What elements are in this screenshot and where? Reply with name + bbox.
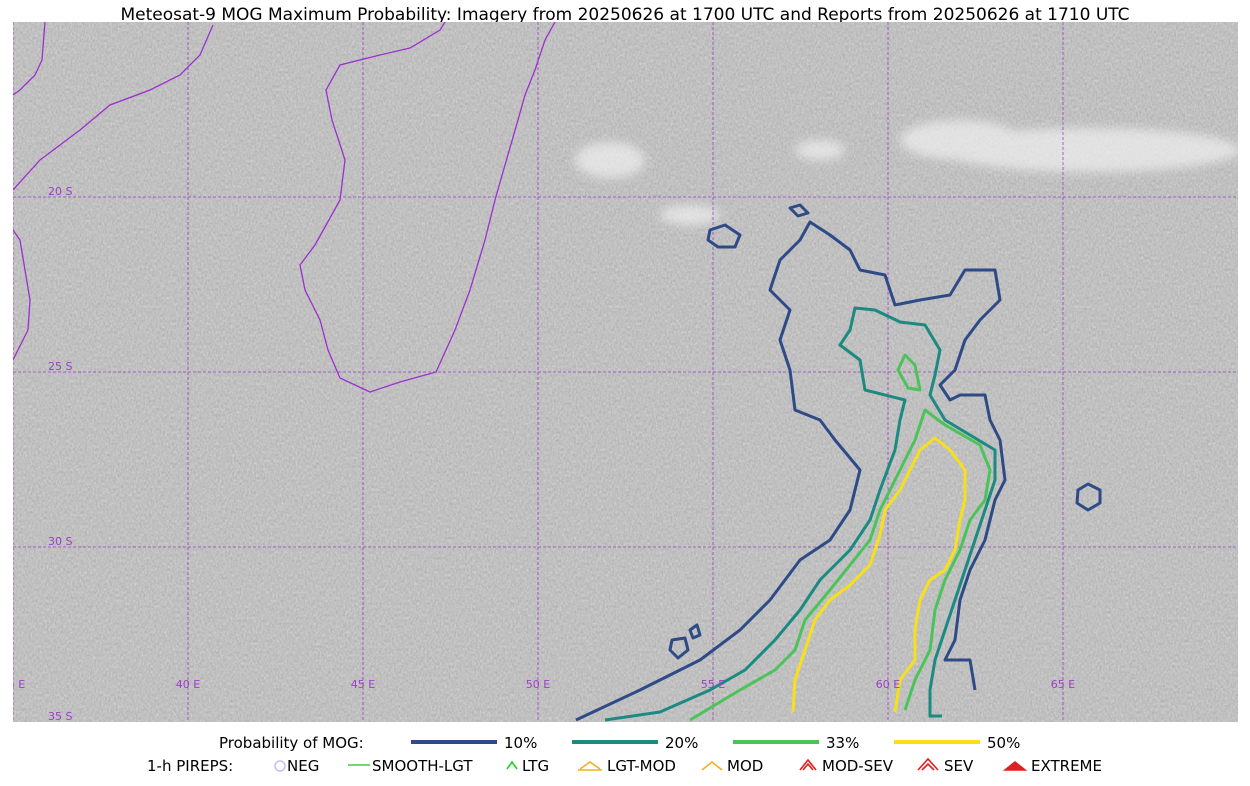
symbol-neg [274,760,286,772]
longitude-label: 55 E [701,678,725,691]
symbol-sev [917,757,939,771]
graticule [13,22,1238,722]
longitude-label: 35 E [1,678,25,691]
legend-label: 33% [826,734,859,752]
legend-title: Probability of MOG: [219,734,364,752]
longitude-label: 60 E [876,678,900,691]
symbol-ltg [506,760,518,770]
contour-10 [575,203,1102,722]
latitude-label: 35 S [48,710,72,723]
longitude-label: 65 E [1051,678,1075,691]
legend-label: NEG [287,757,319,775]
latitude-label: 30 S [48,535,72,548]
legend-label: LTG [522,757,549,775]
contours [575,203,1102,722]
clouds [575,120,1238,225]
legend-label: MOD [727,757,763,775]
contour-33 [689,353,992,722]
legend-label: EXTREME [1031,757,1102,775]
pirep-symbols [274,757,1028,772]
longitude-label: 45 E [351,678,375,691]
map: 20 S 25 S 30 S 35 S 35 E 40 E 45 E 50 E 55 E 60 … [1,22,1238,723]
longitude-label: 50 E [526,678,550,691]
legend-label: 10% [504,734,537,752]
legend-label: 20% [665,734,698,752]
contour-50 [791,436,967,713]
latitude-label: 25 S [48,360,72,373]
contour-20 [604,306,997,722]
pireps-legend: 1-h PIREPS: NEG SMOOTH-LGT LTG LGT-MOD MOD MO… [147,757,1102,775]
coastline [13,22,556,393]
probability-legend: Probability of MOG: 10% 20% 33% 50% [219,734,1020,752]
symbol-mod [701,760,723,771]
symbol-mod-sev [799,758,817,771]
legend-label: SMOOTH-LGT [372,757,473,775]
legend-label: LGT-MOD [607,757,676,775]
symbol-lgt-mod [578,761,602,771]
legend-label: 50% [987,734,1020,752]
legend-title: 1-h PIREPS: [147,757,233,775]
title: Meteosat-9 MOG Maximum Probability: Imag… [120,5,1129,25]
symbol-extreme [1002,760,1028,771]
latitude-label: 20 S [48,185,72,198]
longitude-labels: 35 E 40 E 45 E 50 E 55 E 60 E 65 E [1,678,1075,691]
latitude-labels: 20 S 25 S 30 S 35 S [48,185,72,723]
longitude-label: 40 E [176,678,200,691]
legend-label: SEV [944,757,974,775]
legend-label: MOD-SEV [822,757,894,775]
